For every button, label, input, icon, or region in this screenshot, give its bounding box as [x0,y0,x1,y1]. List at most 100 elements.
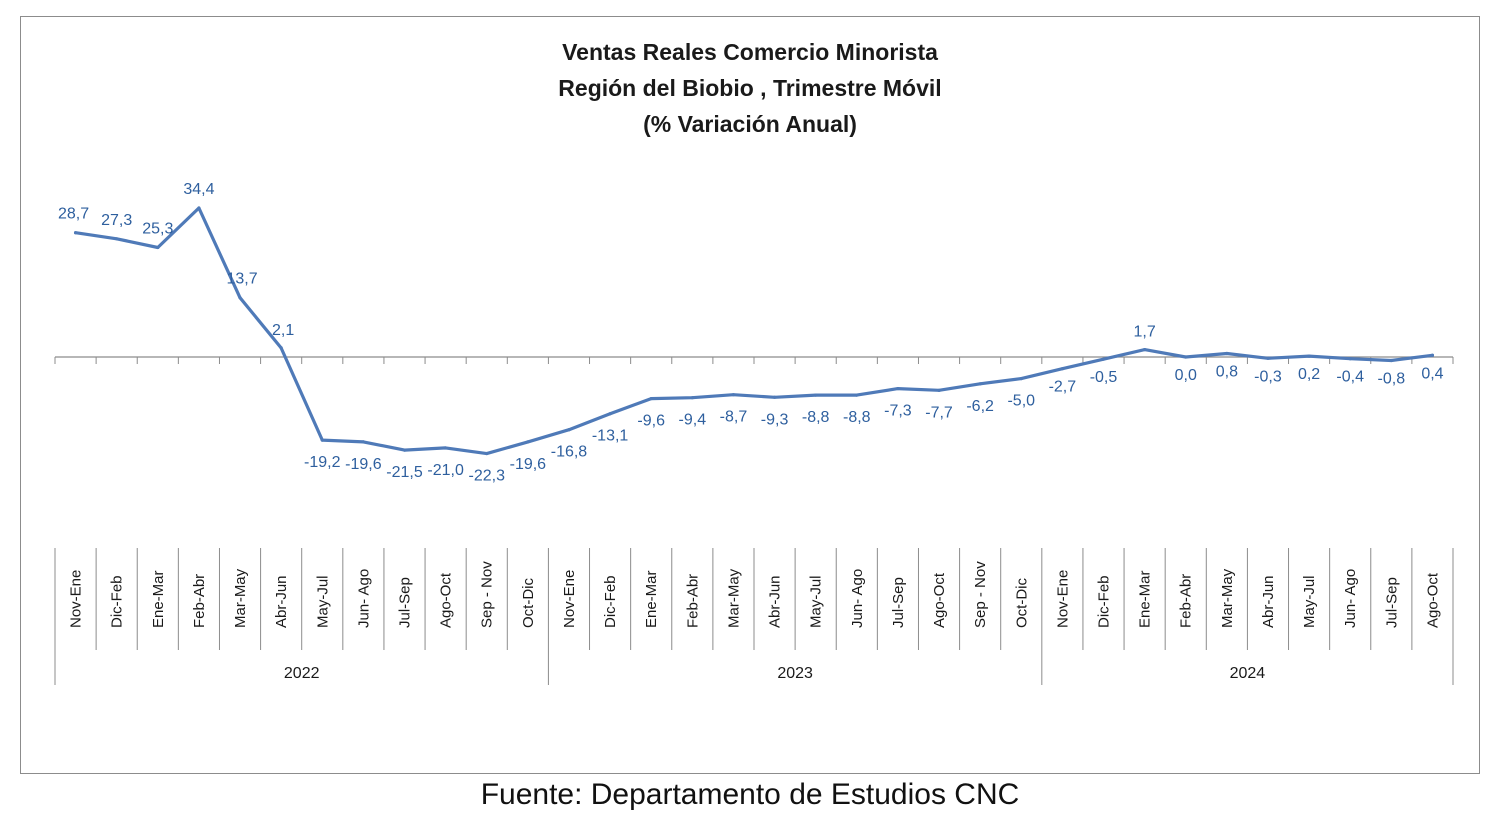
x-tick-label: Abr-Jun [1260,575,1277,628]
data-point [608,412,612,416]
x-tick-label: Mar-May [232,568,249,628]
data-label: 13,7 [226,271,257,288]
data-label: -2,7 [1049,379,1077,396]
data-point [937,388,941,392]
x-tick-label: Ene-Mar [150,570,167,628]
data-label: -0,4 [1336,369,1364,386]
data-point [1389,358,1393,363]
x-tick-label: Jul-Sep [890,577,907,628]
data-point [444,446,448,450]
data-point [361,440,365,444]
data-point [1430,353,1435,357]
year-labels: 2022 2023 2024 [284,665,1265,682]
data-label: -21,5 [386,464,423,481]
x-tick-label: May-Jul [314,575,331,628]
data-label: -19,2 [304,454,341,471]
chart-title-line-3: (% Variación Anual) [643,111,857,137]
x-tick-label: Feb-Abr [684,574,701,628]
data-label: -13,1 [592,428,629,445]
chart-title: Ventas Reales Comercio Minorista Región … [558,39,941,137]
data-label: 0,8 [1216,364,1238,381]
data-label: -8,8 [843,409,871,426]
data-label: -9,6 [637,413,665,430]
x-tick-label: Ago-Oct [438,572,455,628]
data-label: 34,4 [183,181,214,198]
x-tick-label: Jun- Ago [355,569,372,628]
data-point [1101,357,1106,361]
x-tick-label: Abr-Jun [273,575,290,628]
x-tick-label: Ago-Oct [931,572,948,628]
year-label: 2024 [1230,665,1266,682]
x-tick-label: Jun- Ago [849,569,866,628]
data-label: 1,7 [1133,324,1155,341]
data-label: -6,2 [966,398,994,415]
chart-title-line-2: Región del Biobio , Trimestre Móvil [558,75,941,101]
data-point [115,237,119,241]
data-label: 0,2 [1298,366,1320,383]
x-tick-label: May-Jul [808,575,825,628]
x-tick-label: Dic-Feb [109,575,126,628]
data-point [1225,351,1229,356]
x-tick-label: May-Jul [1301,575,1318,628]
data-point [1266,356,1270,360]
data-label: -5,0 [1007,393,1035,410]
data-point [1060,367,1064,371]
x-tick-label: Mar-May [725,568,742,628]
data-label: -9,3 [761,411,789,428]
x-tick-label: Mar-May [1219,568,1236,628]
data-label: -7,3 [884,403,912,420]
x-tick-label: Ene-Mar [1137,570,1154,628]
data-label: -0,3 [1254,368,1282,385]
data-point [320,438,324,442]
data-label: 27,3 [101,212,132,229]
data-point [402,448,407,452]
chart-title-line-1: Ventas Reales Comercio Minorista [562,39,938,65]
data-point [772,395,777,399]
data-point [1348,357,1352,361]
data-point [485,451,489,456]
data-label: 25,3 [142,220,173,237]
data-point [1184,355,1188,359]
data-label: 2,1 [272,322,294,339]
data-point [731,393,736,397]
source-note: Fuente: Departamento de Estudios CNC [480,778,1020,811]
data-point [814,393,818,397]
data-label: 28,7 [58,206,89,223]
data-point [649,396,653,401]
data-label: 0,0 [1175,367,1197,384]
data-point [238,296,242,300]
data-label: 0,4 [1421,365,1443,382]
series-line [73,206,1435,456]
data-label: -22,3 [469,468,506,485]
x-tick-label: Nov-Ene [68,570,85,628]
data-point [73,231,78,235]
data-label: -19,6 [345,456,382,473]
x-tick-label: Oct-Dic [1013,578,1030,628]
data-label: -8,8 [802,409,830,426]
x-tick-label: Jul-Sep [397,577,414,628]
data-labels: 28,7 27,325,334,413,72,1-19,2 -19,6 -21,5 -2… [58,181,1444,485]
data-label: -0,5 [1090,369,1118,386]
data-label: -7,7 [925,404,953,421]
x-axis [54,356,1454,685]
data-point [1019,377,1023,381]
x-tick-labels: Nov-Ene Dic-Feb Ene-Mar Feb-Abr Mar-May Abr-J… [68,561,1442,628]
data-point [896,387,900,391]
x-tick-label: Nov-Ene [1054,570,1071,628]
data-label: -0,8 [1378,370,1406,387]
series-line-group [73,206,1435,456]
data-point [855,393,859,397]
data-point [197,206,201,210]
x-tick-label: Feb-Abr [191,574,208,628]
data-point [1143,348,1147,352]
x-tick-label: Jul-Sep [1383,577,1400,628]
data-label: -8,7 [720,409,748,426]
data-label: -16,8 [551,444,588,461]
data-point [1307,354,1311,358]
x-tick-label: Nov-Ene [561,570,578,628]
data-label: -19,6 [510,456,547,473]
x-tick-label: Feb-Abr [1178,574,1195,628]
data-point [156,245,160,250]
data-point [978,382,982,386]
